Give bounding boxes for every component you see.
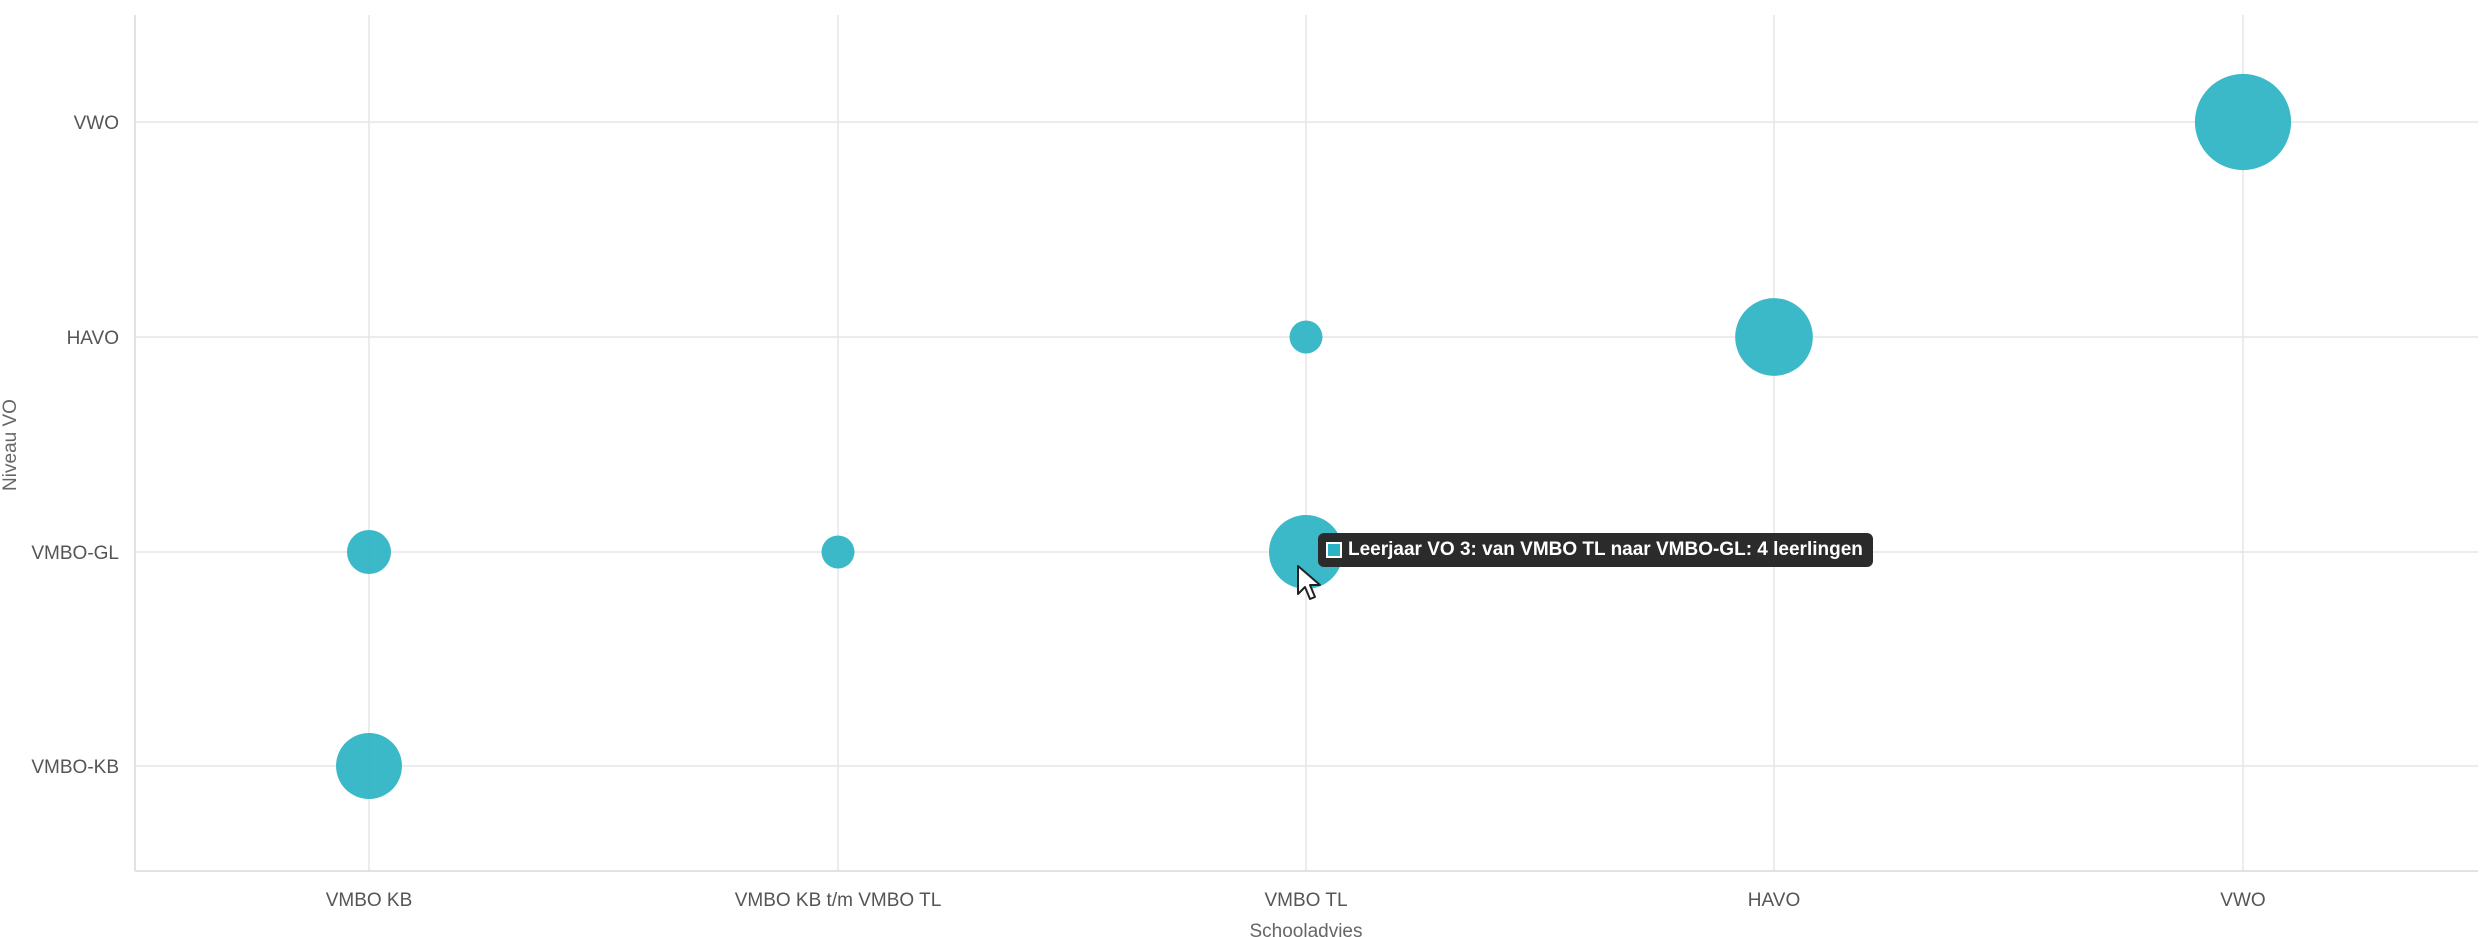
x-tick-label: VMBO KB t/m VMBO TL xyxy=(735,890,942,911)
bubble-point[interactable] xyxy=(1289,320,1323,354)
tooltip-swatch xyxy=(1326,542,1342,558)
x-tick-label: HAVO xyxy=(1748,890,1800,911)
y-tick-label: VWO xyxy=(74,113,119,134)
bubble-point[interactable] xyxy=(821,535,855,569)
x-tick-label: VWO xyxy=(2220,890,2265,911)
tooltip: Leerjaar VO 3: van VMBO TL naar VMBO-GL:… xyxy=(1318,533,1873,567)
y-axis-title: Niveau VO xyxy=(0,399,21,491)
bubble-point[interactable] xyxy=(336,733,402,799)
grid-layer xyxy=(135,15,2478,871)
x-tick-label: VMBO KB xyxy=(326,890,413,911)
bubble-point[interactable] xyxy=(1735,298,1813,376)
axis-layer: VMBO KB VMBO KB t/m VMBO TL VMBO TL HAVO VWO… xyxy=(31,15,2478,911)
y-tick-label: VMBO-GL xyxy=(31,543,119,564)
tooltip-text: Leerjaar VO 3: van VMBO TL naar VMBO-GL:… xyxy=(1348,539,1863,560)
x-tick-label: VMBO TL xyxy=(1264,890,1347,911)
bubble-point[interactable] xyxy=(2194,73,2292,171)
y-tick-label: VMBO-KB xyxy=(31,757,119,778)
x-axis-title: Schooladvies xyxy=(1249,921,1362,937)
bubble-layer xyxy=(336,73,2292,799)
bubble-point[interactable] xyxy=(347,530,391,574)
mouse-cursor-icon xyxy=(1297,565,1321,600)
y-tick-label: HAVO xyxy=(67,328,119,349)
